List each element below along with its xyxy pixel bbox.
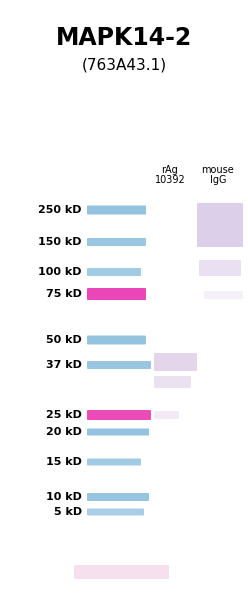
FancyBboxPatch shape [87,268,141,276]
FancyBboxPatch shape [87,361,151,369]
Text: 25 kD: 25 kD [46,410,82,420]
FancyBboxPatch shape [87,493,149,501]
Text: mouse: mouse [202,165,234,175]
FancyBboxPatch shape [87,288,146,300]
FancyBboxPatch shape [154,353,197,371]
FancyBboxPatch shape [87,238,146,246]
FancyBboxPatch shape [87,410,151,420]
Text: 75 kD: 75 kD [46,289,82,299]
Text: 5 kD: 5 kD [54,507,82,517]
Text: 15 kD: 15 kD [46,457,82,467]
FancyBboxPatch shape [199,260,241,276]
Text: IgG: IgG [210,175,226,185]
Text: 37 kD: 37 kD [46,360,82,370]
Text: (763A43.1): (763A43.1) [81,57,167,73]
FancyBboxPatch shape [87,459,141,465]
Text: 20 kD: 20 kD [46,427,82,437]
Text: 10392: 10392 [155,175,185,185]
FancyBboxPatch shape [87,428,149,436]
FancyBboxPatch shape [154,411,179,419]
FancyBboxPatch shape [87,336,146,344]
Text: 10 kD: 10 kD [46,492,82,502]
Text: 100 kD: 100 kD [38,267,82,277]
Text: rAg: rAg [162,165,178,175]
Text: 250 kD: 250 kD [38,205,82,215]
FancyBboxPatch shape [87,206,146,215]
FancyBboxPatch shape [74,565,169,579]
Text: 50 kD: 50 kD [46,335,82,345]
FancyBboxPatch shape [197,203,243,247]
FancyBboxPatch shape [87,508,144,515]
FancyBboxPatch shape [204,291,243,299]
Text: MAPK14-2: MAPK14-2 [56,26,192,50]
Text: 150 kD: 150 kD [38,237,82,247]
FancyBboxPatch shape [154,376,191,388]
